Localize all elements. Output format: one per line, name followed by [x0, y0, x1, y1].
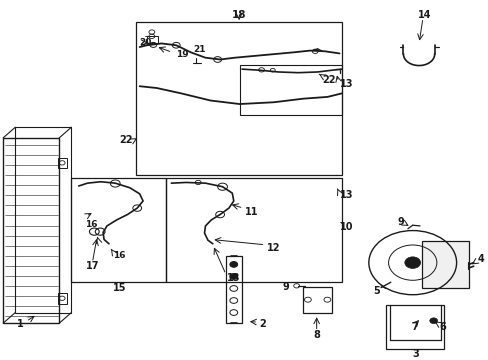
Bar	[58, 293, 66, 303]
Bar	[147, 36, 158, 43]
Text: 14: 14	[417, 10, 431, 20]
Text: 1: 1	[17, 319, 23, 329]
Text: 18: 18	[231, 10, 246, 20]
Circle shape	[404, 257, 420, 269]
Text: 21: 21	[193, 45, 205, 54]
Bar	[166, 178, 341, 282]
Text: 13: 13	[227, 273, 241, 283]
Text: 19: 19	[176, 50, 188, 59]
Bar	[303, 287, 331, 312]
Text: 20: 20	[139, 38, 151, 47]
Bar	[385, 305, 444, 349]
Text: 5: 5	[372, 286, 379, 296]
Text: 9: 9	[282, 282, 289, 292]
Text: 4: 4	[477, 254, 483, 264]
Text: 17: 17	[86, 261, 100, 271]
Text: 2: 2	[259, 319, 265, 329]
Bar	[239, 65, 341, 115]
Bar	[422, 241, 468, 288]
Bar	[136, 22, 341, 175]
Circle shape	[229, 274, 237, 279]
Text: 15: 15	[113, 283, 127, 293]
Bar	[15, 127, 71, 312]
Text: 9: 9	[396, 217, 403, 227]
Text: 13: 13	[339, 190, 352, 200]
Text: 22: 22	[119, 135, 132, 145]
Text: 7: 7	[411, 322, 418, 332]
Text: 6: 6	[439, 322, 446, 332]
Text: 12: 12	[266, 243, 279, 253]
Text: 8: 8	[313, 330, 320, 340]
Text: 3: 3	[412, 348, 419, 359]
Circle shape	[429, 318, 437, 324]
Text: 16: 16	[113, 251, 125, 260]
Text: 22: 22	[322, 75, 335, 85]
Bar	[58, 158, 66, 168]
Text: 16: 16	[84, 220, 97, 229]
Circle shape	[229, 262, 237, 267]
Bar	[71, 178, 165, 282]
Text: 11: 11	[244, 207, 258, 217]
Bar	[3, 138, 59, 323]
Bar	[225, 256, 241, 323]
Text: 13: 13	[339, 80, 352, 89]
Text: 10: 10	[339, 222, 352, 232]
